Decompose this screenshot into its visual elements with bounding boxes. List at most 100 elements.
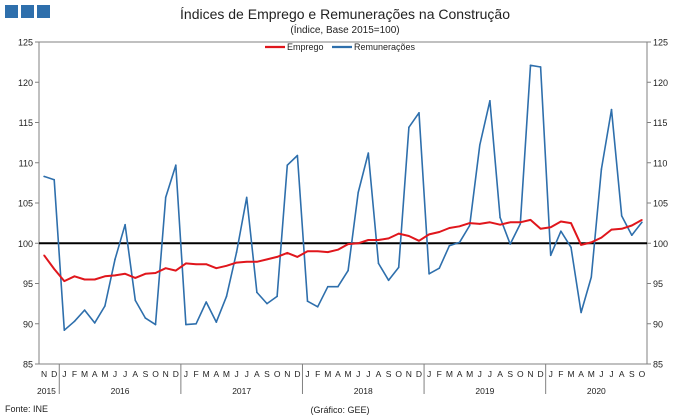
data-point-emprego-34 (387, 237, 390, 240)
data-point-emprego-26 (306, 250, 309, 253)
data-point-emprego-22 (266, 258, 268, 261)
data-point-remuneracoes-56 (610, 108, 613, 111)
y-tick-label-left-120: 120 (18, 78, 33, 88)
data-point-remuneracoes-22 (266, 302, 268, 305)
data-point-emprego-30 (347, 243, 349, 245)
data-point-remuneracoes-4 (83, 309, 86, 311)
data-point-emprego-27 (316, 250, 319, 253)
x-tick-label-15: F (193, 369, 198, 379)
x-tick-label-19: J (234, 369, 238, 379)
y-tick-label-right-95: 95 (653, 279, 663, 289)
data-point-remuneracoes-20 (245, 196, 248, 199)
data-point-emprego-49 (539, 227, 542, 230)
logo-square-2 (21, 5, 34, 18)
x-tick-label-13: D (173, 369, 179, 379)
data-point-emprego-35 (397, 232, 400, 235)
data-point-emprego-59 (641, 219, 643, 221)
x-tick-label-14: J (184, 369, 188, 379)
y-tick-label-right-90: 90 (653, 319, 663, 329)
legend: Emprego Remunerações (265, 42, 416, 52)
x-tick-label-26: J (305, 369, 309, 379)
y-axis-right: 85 90 95 100 105 110 115 120 125 (647, 38, 668, 370)
data-point-remuneracoes-50 (549, 254, 552, 257)
y-tick-label-right-105: 105 (653, 199, 668, 209)
x-tick-label-59: O (639, 369, 646, 379)
x-tick-label-7: J (113, 369, 117, 379)
data-point-remuneracoes-16 (205, 301, 207, 303)
data-point-emprego-8 (124, 273, 126, 275)
data-point-remuneracoes-59 (641, 221, 643, 224)
data-point-remuneracoes-18 (225, 295, 228, 298)
x-tick-label-22: S (264, 369, 270, 379)
data-point-remuneracoes-15 (195, 322, 197, 325)
data-point-emprego-37 (418, 240, 420, 242)
legend-label-remuneracoes: Remunerações (354, 42, 416, 52)
data-point-emprego-23 (276, 256, 278, 258)
data-point-remuneracoes-25 (296, 154, 299, 157)
data-point-remuneracoes-9 (134, 299, 137, 302)
x-tick-label-54: M (588, 369, 595, 379)
x-tick-label-53: A (578, 369, 584, 379)
x-tick-label-12: N (163, 369, 169, 379)
data-point-remuneracoes-0 (43, 175, 45, 178)
data-point-remuneracoes-14 (185, 323, 187, 326)
x-tick-label-2: J (62, 369, 66, 379)
x-tick-label-40: M (446, 369, 453, 379)
x-tick-label-16: M (203, 369, 210, 379)
data-point-remuneracoes-26 (306, 300, 309, 303)
data-point-remuneracoes-24 (286, 164, 289, 166)
data-point-emprego-19 (235, 261, 238, 264)
x-tick-label-51: F (558, 369, 563, 379)
data-point-emprego-21 (256, 260, 258, 263)
data-point-emprego-48 (529, 219, 532, 221)
x-tick-label-27: F (315, 369, 320, 379)
data-point-emprego-33 (377, 239, 380, 241)
y-tick-label-left-85: 85 (23, 360, 33, 370)
data-point-remuneracoes-35 (397, 266, 400, 269)
year-label-2016: 2016 (111, 386, 130, 396)
y-tick-label-left-105: 105 (18, 199, 33, 209)
logo-square-3 (37, 5, 50, 18)
x-tick-label-8: J (123, 369, 127, 379)
y-tick-label-right-110: 110 (653, 158, 667, 168)
data-point-remuneracoes-28 (327, 285, 329, 288)
data-point-remuneracoes-42 (468, 224, 471, 227)
data-point-emprego-7 (114, 274, 116, 277)
y-tick-label-right-85: 85 (653, 360, 663, 370)
data-point-remuneracoes-36 (408, 126, 410, 129)
x-tick-label-23: O (274, 369, 281, 379)
data-point-remuneracoes-5 (93, 322, 96, 324)
data-point-remuneracoes-47 (519, 223, 522, 225)
x-tick-label-42: M (466, 369, 473, 379)
data-point-remuneracoes-55 (600, 168, 603, 170)
x-tick-label-5: A (92, 369, 98, 379)
year-label-2020: 2020 (587, 386, 606, 396)
year-label-2015: 2015 (37, 386, 56, 396)
data-point-remuneracoes-12 (164, 196, 167, 199)
data-point-emprego-57 (620, 227, 623, 230)
year-label-2017: 2017 (232, 386, 251, 396)
data-point-emprego-18 (225, 264, 228, 267)
plot-frame (38, 41, 648, 365)
data-point-emprego-31 (357, 242, 360, 245)
x-tick-label-0: N (41, 369, 47, 379)
data-point-remuneracoes-17 (215, 321, 218, 323)
x-tick-label-33: A (376, 369, 382, 379)
data-point-remuneracoes-40 (448, 244, 451, 247)
data-point-emprego-46 (509, 221, 512, 224)
data-point-remuneracoes-32 (367, 152, 370, 154)
data-point-emprego-25 (296, 256, 299, 258)
x-tick-label-29: A (335, 369, 341, 379)
x-tick-label-10: S (143, 369, 149, 379)
data-point-remuneracoes-11 (154, 323, 157, 326)
data-point-emprego-41 (458, 225, 461, 228)
data-point-emprego-14 (185, 262, 187, 265)
series-points-emprego (43, 219, 643, 282)
data-point-emprego-6 (104, 275, 106, 278)
data-point-remuneracoes-2 (63, 329, 66, 331)
credit-note: (Gráfico: GEE) (310, 405, 369, 415)
data-point-emprego-47 (519, 221, 522, 224)
data-point-emprego-43 (479, 223, 481, 225)
data-point-emprego-44 (489, 221, 491, 224)
